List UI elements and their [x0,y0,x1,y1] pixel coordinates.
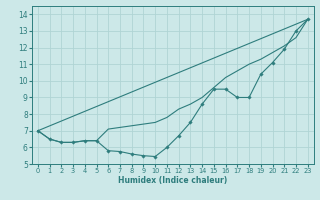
X-axis label: Humidex (Indice chaleur): Humidex (Indice chaleur) [118,176,228,185]
